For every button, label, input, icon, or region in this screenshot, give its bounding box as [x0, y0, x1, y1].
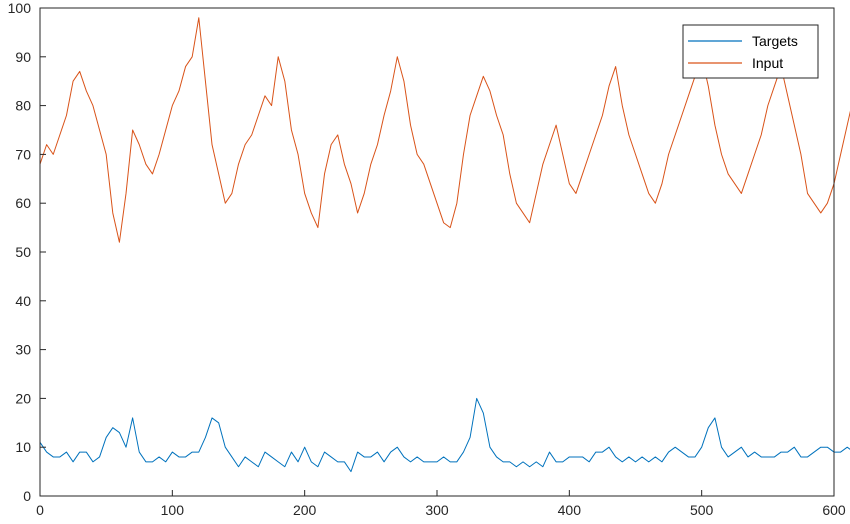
- y-tick-label: 50: [15, 244, 31, 260]
- x-tick-label: 600: [822, 502, 846, 518]
- legend-box: [682, 24, 819, 79]
- y-tick-label: 30: [15, 342, 31, 358]
- y-tick-label: 70: [15, 146, 31, 162]
- y-tick-label: 90: [15, 49, 31, 65]
- plot-area-background: [40, 8, 834, 496]
- x-axis: 0 100 200 300 400 500 600: [36, 490, 846, 518]
- y-axis: 0 10 20 30 40 50 60 70 80 90 100: [8, 0, 46, 504]
- x-tick-label: 200: [293, 502, 317, 518]
- y-tick-label: 40: [15, 293, 31, 309]
- y-tick-label: 10: [15, 439, 31, 455]
- y-tick-label: 100: [8, 0, 32, 16]
- legend-label-targets: Targets: [752, 33, 798, 49]
- legend: Targets Input: [682, 24, 819, 79]
- y-tick-label: 60: [15, 195, 31, 211]
- series-line-targets: [39, 397, 850, 473]
- y-tick-label: 0: [23, 488, 31, 504]
- x-tick-label: 500: [690, 502, 714, 518]
- y-tick-label: 20: [15, 390, 31, 406]
- x-tick-label: 300: [425, 502, 449, 518]
- series-layer: [39, 17, 850, 473]
- x-tick-label: 100: [161, 502, 185, 518]
- x-tick-label: 0: [36, 502, 44, 518]
- x-tick-label: 400: [558, 502, 582, 518]
- legend-label-input: Input: [752, 55, 783, 71]
- y-tick-label: 80: [15, 98, 31, 114]
- series-line-input: [39, 17, 850, 243]
